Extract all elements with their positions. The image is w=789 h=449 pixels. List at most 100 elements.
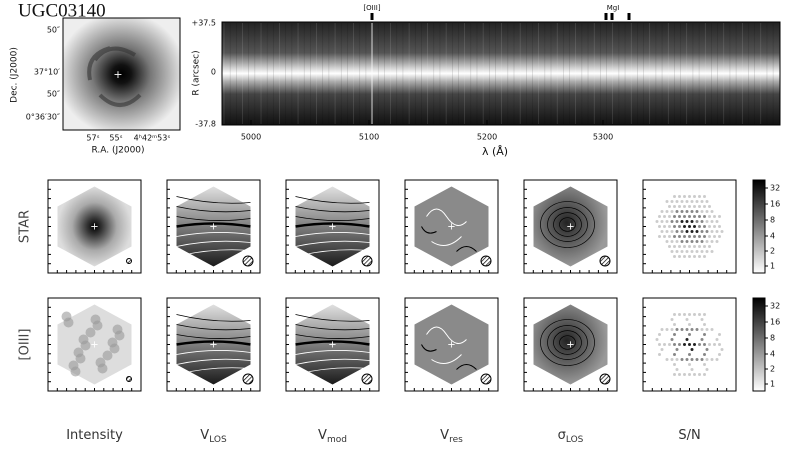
panel-grid: STAR + + + + +32 16 8 4 2 1 [OIII] + + + + +32 16 8 4 2 1 Inte…	[18, 179, 780, 445]
sn-dot	[698, 205, 701, 208]
center-marker: +	[209, 340, 217, 351]
sn-dot	[680, 358, 684, 361]
sn-dot	[675, 230, 679, 233]
sn-dot	[705, 328, 709, 331]
sn-dot	[693, 373, 696, 376]
sn-dot	[688, 323, 691, 326]
center-marker: +	[447, 222, 455, 233]
center-marker: +	[566, 222, 574, 233]
contour	[295, 314, 370, 322]
sn-dot	[710, 358, 714, 361]
beam	[242, 373, 254, 385]
sn-dot	[703, 343, 706, 346]
sn-dot	[665, 200, 669, 203]
sn-dot	[675, 328, 679, 331]
sn-dot	[695, 240, 699, 243]
contour	[553, 330, 582, 355]
beam	[361, 373, 373, 385]
sn-dot	[710, 220, 714, 223]
spectrum-image	[221, 21, 781, 126]
sn-dot	[675, 250, 679, 253]
title: UGC03140	[18, 0, 106, 21]
colorbar-tick: 1	[770, 262, 775, 271]
sn-dot	[695, 250, 699, 253]
sn-dot	[693, 215, 696, 218]
blob	[102, 350, 113, 361]
sn-dot	[673, 235, 676, 238]
spectrum-y-tick: 0	[211, 68, 216, 77]
sn-dot	[698, 225, 701, 228]
spectrum-x-tick: 5200	[477, 133, 497, 142]
sn-dot	[678, 235, 681, 238]
sn-dot	[688, 205, 691, 208]
sn-dot	[703, 195, 706, 198]
sn-dot	[700, 240, 704, 243]
sn-dot	[678, 255, 681, 258]
center-marker: +	[328, 340, 336, 351]
sn-dot	[688, 235, 691, 238]
line-markers	[370, 13, 631, 20]
sn-dot	[683, 313, 686, 316]
center-marker: +	[113, 68, 122, 81]
sn-dot	[718, 225, 721, 228]
map-hexagon	[57, 186, 132, 267]
sn-dot	[658, 343, 661, 346]
contour	[559, 217, 576, 232]
sn-dot	[665, 240, 669, 243]
sn-dot	[690, 328, 694, 331]
map-hexagon	[295, 186, 370, 267]
sn-dot	[698, 255, 701, 258]
sn-dot	[668, 215, 671, 218]
sn-dot	[698, 235, 701, 238]
blob	[109, 343, 120, 354]
sn-dot	[703, 205, 706, 208]
colorbar-tick: 16	[770, 318, 780, 327]
colorbar-tick: 16	[770, 200, 780, 209]
contour	[540, 319, 595, 366]
sn-dot	[680, 220, 684, 223]
sn-dot	[670, 328, 674, 331]
sn-dot	[683, 195, 686, 198]
sn-dot	[713, 343, 716, 346]
contour	[176, 232, 251, 237]
column-label-main: Intensity	[66, 428, 123, 443]
sn-dot	[710, 250, 714, 253]
sn-dot	[678, 373, 681, 376]
center-marker: +	[566, 340, 574, 351]
sn-dot	[693, 205, 696, 208]
sn-dot	[683, 255, 686, 258]
sn-dot	[670, 200, 674, 203]
beam	[126, 376, 132, 382]
sn-dot	[673, 363, 676, 366]
sn-dot	[713, 215, 716, 218]
sn-dot	[668, 205, 671, 208]
sn-dot	[690, 250, 694, 253]
sn-dot	[710, 328, 714, 331]
sn-dot	[663, 343, 666, 346]
sn-dot	[698, 195, 701, 198]
sn-dot	[680, 200, 684, 203]
contour	[295, 334, 370, 339]
image-x-tick: 55ˢ	[109, 134, 122, 143]
spectrum-y-label: R (arcsec)	[192, 50, 202, 95]
contour	[295, 249, 370, 257]
sn-dot	[688, 373, 691, 376]
sn-dot	[713, 235, 716, 238]
column-label-main: V	[440, 428, 449, 443]
sn-dot	[685, 318, 689, 321]
sn-dot	[703, 255, 706, 258]
sn-dot	[718, 353, 721, 356]
sn-dot	[688, 333, 691, 336]
column-label-sub: LOS	[566, 435, 584, 445]
map-hexagon	[176, 186, 251, 267]
sn-dot	[665, 220, 669, 223]
sn-dot	[683, 245, 686, 248]
sn-dot	[708, 235, 711, 238]
sn-dot	[665, 210, 669, 213]
sn-dot	[700, 210, 704, 213]
map-hexagon	[414, 304, 489, 385]
sn-dot	[703, 333, 706, 336]
spectrum-x-tick: 5100	[359, 133, 379, 142]
spectrum-x-label: λ (Å)	[482, 145, 508, 158]
sn-dot	[685, 358, 689, 361]
